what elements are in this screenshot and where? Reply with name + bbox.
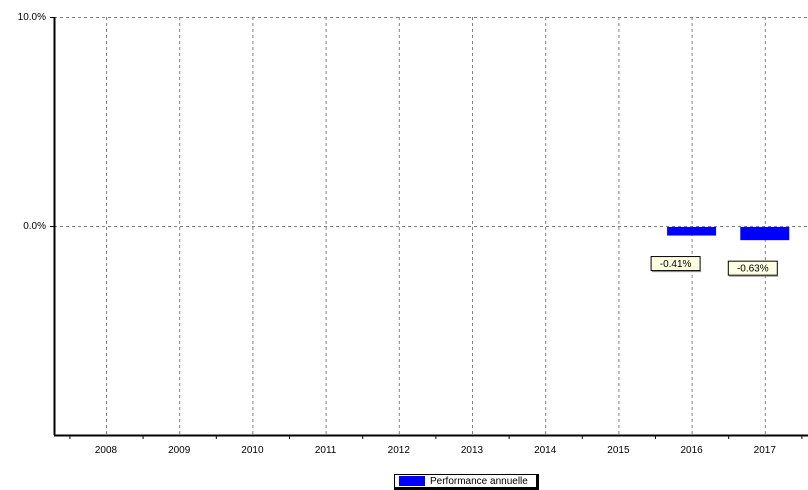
y-tick-label: 10.0%: [18, 12, 46, 23]
x-tick-label: 2014: [534, 445, 557, 456]
legend-label: Performance annuelle: [430, 475, 528, 487]
tick-labels: 2008 2009 2010 2011 2012 2013 2014 2015 2016 2017…: [18, 12, 777, 456]
x-tick-label: 2015: [607, 445, 630, 456]
x-tick-label: 2017: [754, 445, 777, 456]
legend-swatch: [399, 476, 425, 486]
x-tick-label: 2011: [315, 445, 337, 456]
x-tick-label: 2016: [680, 445, 703, 456]
data-label-2017: -0.63%: [727, 260, 779, 277]
bars: [667, 227, 790, 241]
data-label-2016: -0.41%: [650, 256, 702, 273]
x-tick-label: 2013: [461, 445, 484, 456]
grid-lines: [54, 17, 808, 435]
data-label-box: [727, 260, 778, 276]
data-labels: -0.41% -0.63%: [650, 256, 779, 277]
x-tick-label: 2010: [241, 445, 264, 456]
x-tick-label: 2008: [95, 445, 118, 456]
axes: [50, 17, 808, 439]
y-tick-label: 0.0%: [23, 221, 46, 232]
x-tick-label: 2009: [168, 445, 191, 456]
legend: Performance annuelle: [394, 474, 539, 490]
data-label-text: -0.63%: [737, 264, 769, 275]
data-label-text: -0.41%: [660, 259, 692, 270]
bar-2016: [667, 227, 717, 236]
bar-2017: [740, 227, 790, 241]
x-tick-label: 2012: [388, 445, 411, 456]
data-label-box: [650, 256, 701, 272]
